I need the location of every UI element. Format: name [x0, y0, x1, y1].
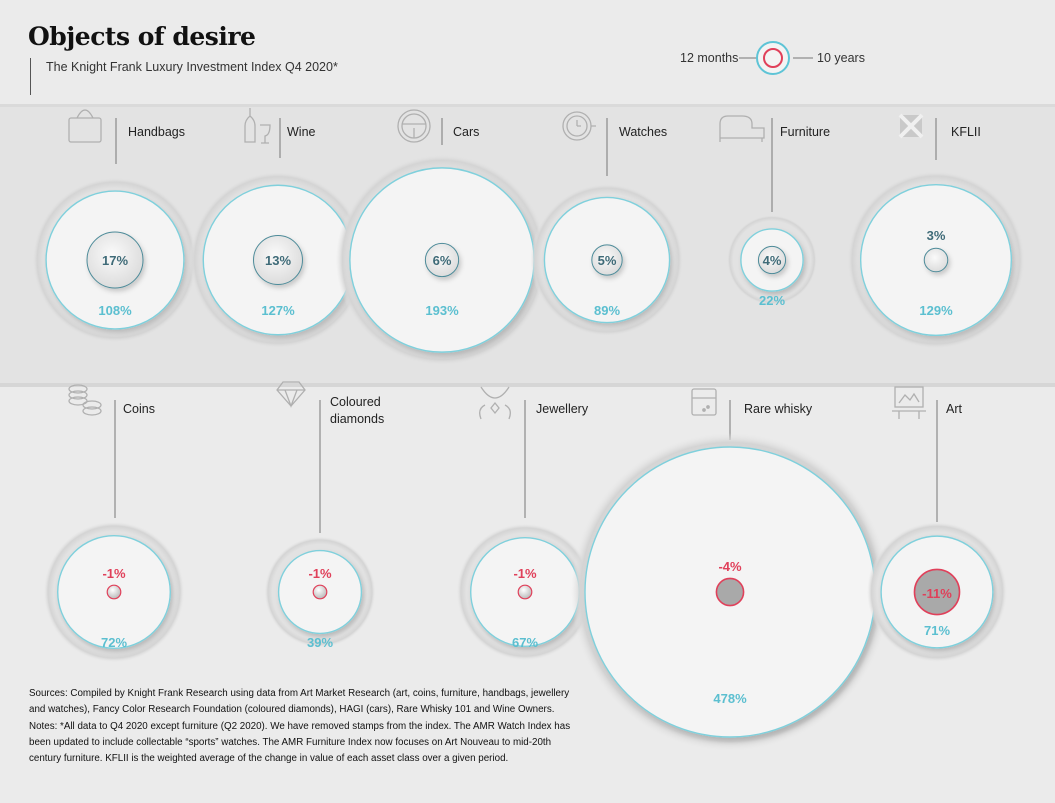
page-title: Objects of desire: [28, 22, 256, 51]
category-label: KFLII: [951, 125, 981, 139]
category-label-line: Coloured: [330, 395, 381, 409]
header-divider: [0, 104, 1055, 107]
label-12m: -1%: [308, 566, 332, 581]
category-label: Cars: [453, 125, 479, 139]
bubble-12m: [517, 584, 533, 600]
category-label-line: Handbags: [128, 125, 185, 139]
sources-note: Sources: Compiled by Knight Frank Resear…: [29, 688, 571, 765]
label-12m: 6%: [433, 253, 452, 268]
category-label: Rare whisky: [744, 402, 813, 416]
label-12m: -4%: [718, 559, 742, 574]
legend-short-label: 12 months: [680, 51, 739, 65]
category-label: Coloured diamonds: [330, 395, 384, 426]
category-label-line: Jewellery: [536, 402, 589, 416]
label-12m: -11%: [922, 586, 952, 601]
label-10y: 22%: [759, 293, 785, 308]
band-divider: [0, 383, 1055, 387]
label-10y: 478%: [713, 691, 747, 706]
subtitle-rule: [30, 58, 31, 95]
art-icon: [892, 386, 926, 419]
legend-short-ring: [763, 48, 783, 68]
jewellery-icon: [479, 386, 511, 420]
whisky-icon: [691, 388, 717, 416]
sofa-icon: [719, 115, 765, 142]
watch-icon: [562, 111, 596, 141]
bubble-group: 5% 89% Watches: [530, 111, 684, 337]
legend-long-label: 10 years: [817, 51, 865, 65]
label-12m: -1%: [513, 566, 537, 581]
category-label-line: Watches: [619, 125, 667, 139]
bubble-group: 13% 127% Wine: [189, 108, 367, 349]
category-label: Furniture: [780, 125, 830, 139]
label-12m: 4%: [763, 253, 782, 268]
label-12m: 17%: [102, 253, 128, 268]
label-10y: 72%: [101, 635, 127, 650]
bubble-12m: [923, 247, 949, 273]
label-10y: 127%: [261, 303, 295, 318]
category-label-line: KFLII: [951, 125, 981, 139]
label-10y: 89%: [594, 303, 620, 318]
label-10y: 39%: [307, 635, 333, 650]
bubble-group: -11% 71% Art: [867, 386, 1007, 662]
bubble-12m: [913, 568, 961, 616]
label-10y: 108%: [98, 303, 132, 318]
bubble-12m: [86, 231, 144, 289]
bubble-group: -1% 39% Coloured diamonds: [264, 381, 384, 650]
category-label: Watches: [619, 125, 667, 139]
category-label-line: Coins: [123, 402, 155, 416]
label-10y: 71%: [924, 623, 950, 638]
bubble-12m: [715, 577, 745, 607]
bubble-group: -1% 67% Jewellery: [456, 386, 594, 661]
category-label-line: Rare whisky: [744, 402, 813, 416]
coins-icon: [68, 384, 102, 416]
bubble-group: -4% 478% Rare whisky: [571, 388, 889, 751]
wine-icon: [244, 108, 271, 144]
category-label-line: Cars: [453, 125, 479, 139]
label-12m: 3%: [927, 228, 946, 243]
bubble-group: 3% 129% KFLII: [846, 113, 1026, 350]
label-12m: -1%: [102, 566, 126, 581]
bubble-12m: [253, 235, 303, 285]
label-10y: 129%: [919, 303, 953, 318]
kflii-icon: [898, 113, 924, 139]
bubble-group: -1% 72% Coins: [43, 384, 185, 663]
category-label-line: Art: [946, 402, 963, 416]
label-10y: 193%: [425, 303, 459, 318]
page-subtitle: The Knight Frank Luxury Investment Index…: [46, 60, 338, 74]
handbag-icon: [68, 109, 102, 143]
bubble-12m: [591, 244, 623, 276]
category-label: Wine: [287, 125, 316, 139]
category-label-line: Wine: [287, 125, 316, 139]
diamond-icon: [276, 381, 306, 408]
steering-wheel-icon: [397, 109, 431, 143]
category-label-line: diamonds: [330, 412, 384, 426]
category-label: Coins: [123, 402, 155, 416]
legend-graphic: [739, 41, 813, 75]
category-label: Jewellery: [536, 402, 589, 416]
label-12m: 13%: [265, 253, 291, 268]
bubble-12m: [424, 242, 460, 278]
bubble-12m: [106, 584, 122, 600]
category-label: Art: [946, 402, 963, 416]
bubble-12m: [757, 245, 787, 275]
category-label: Handbags: [128, 125, 185, 139]
bubble-12m: [312, 584, 328, 600]
bubble-group: 4% 22% Furniture: [719, 115, 830, 308]
bubble-group: 17% 108% Handbags: [32, 109, 198, 343]
category-label-line: Furniture: [780, 125, 830, 139]
label-10y: 67%: [512, 635, 538, 650]
bubble-group: 6% 193% Cars: [335, 109, 549, 367]
label-12m: 5%: [598, 253, 617, 268]
